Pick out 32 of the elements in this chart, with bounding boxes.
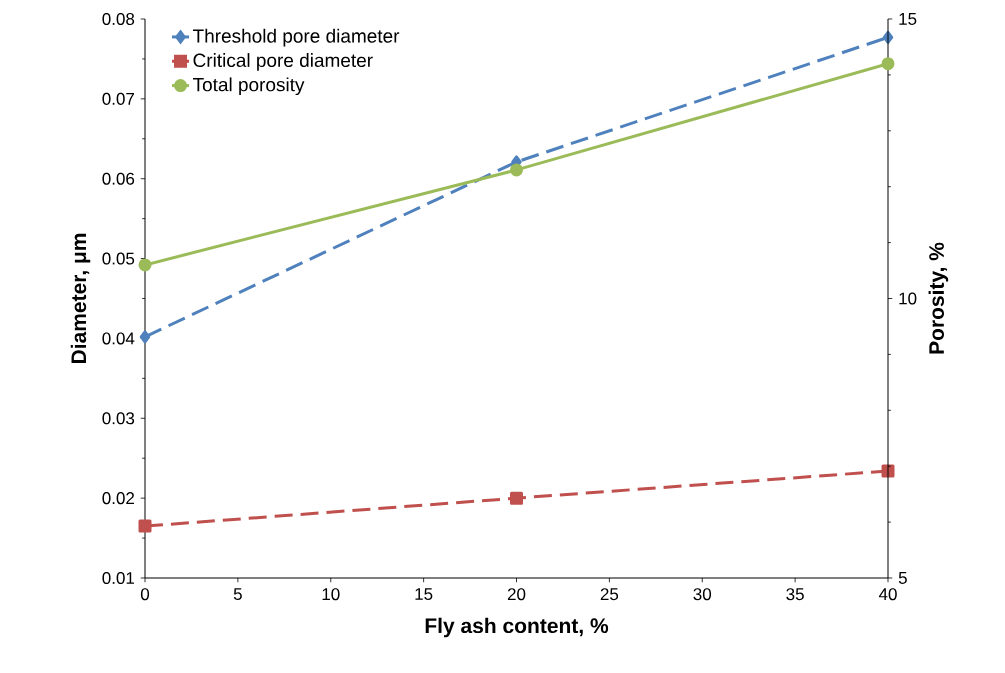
legend-label: Threshold pore diameter [192,28,400,47]
y-tick-label: 0.04 [102,332,135,345]
y-tick-label: 0.01 [102,571,135,585]
y2-tick-label: 5 [898,572,907,584]
y-tick-label: 0.05 [102,252,135,265]
point [510,163,523,177]
x-axis-title: Fly ash content, % [425,617,609,638]
y-axis-title: Diameter, μm [70,233,91,364]
y2-tick-label: 10 [899,292,917,305]
x-tick-label: 35 [786,588,804,601]
x-tick-label: 0 [140,588,150,601]
point [138,519,152,533]
point [881,57,895,71]
x-tick-label: 40 [878,588,897,601]
x-tick-label: 15 [415,588,433,600]
x-tick-label: 30 [693,588,712,601]
point [138,258,152,272]
y2-axis-title: Porosity, % [928,242,949,354]
legend-label: Critical pore diameter [193,53,373,71]
point [510,491,523,505]
point [139,330,151,344]
x-tick-label: 20 [507,588,526,601]
y-tick-label: 0.08 [102,12,135,26]
y-tick-label: 0.03 [102,412,135,425]
x-tick-label: 5 [233,588,242,600]
x-tick-label: 10 [322,588,340,601]
x-tick-label: 25 [600,588,619,601]
y-tick-label: 0.07 [102,92,134,105]
y-tick-label: 0.02 [102,492,134,505]
legend-label: Total porosity [192,77,305,96]
y-tick-label: 0.06 [102,172,135,185]
y2-tick-label: 15 [899,13,917,25]
